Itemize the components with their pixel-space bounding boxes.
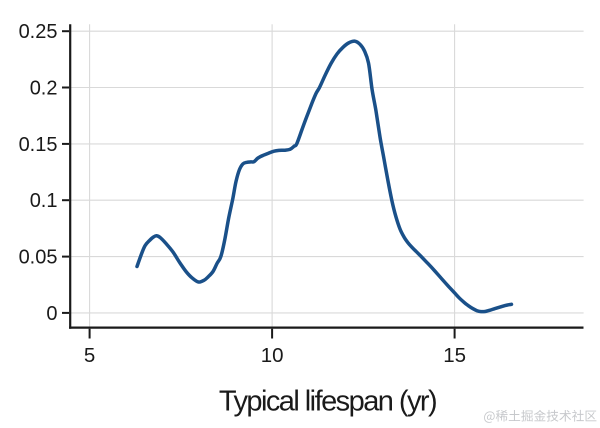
svg-text:0.15: 0.15 xyxy=(19,134,58,156)
svg-text:0.25: 0.25 xyxy=(19,21,58,43)
svg-text:0: 0 xyxy=(46,303,57,325)
svg-text:10: 10 xyxy=(261,344,284,367)
svg-text:Typical lifespan (yr): Typical lifespan (yr) xyxy=(219,386,436,418)
svg-text:0.1: 0.1 xyxy=(30,190,58,212)
svg-text:5: 5 xyxy=(84,344,95,367)
svg-text:0.05: 0.05 xyxy=(19,247,58,269)
svg-text:15: 15 xyxy=(443,344,466,367)
svg-text:0.2: 0.2 xyxy=(30,77,58,99)
